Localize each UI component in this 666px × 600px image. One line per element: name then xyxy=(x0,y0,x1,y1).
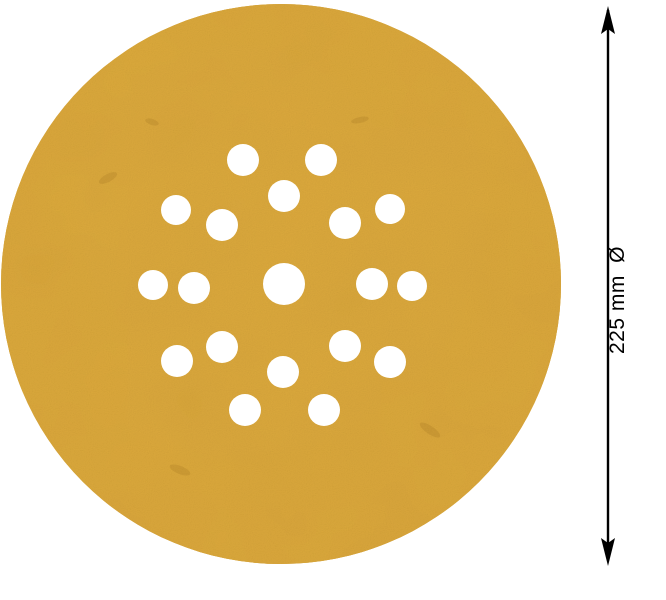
hole xyxy=(329,330,361,362)
sanding-disc-svg xyxy=(1,4,561,564)
hole xyxy=(356,268,388,300)
dimension-arrow-svg xyxy=(601,6,615,566)
hole xyxy=(268,180,300,212)
center-hole xyxy=(263,263,305,305)
hole xyxy=(178,272,210,304)
hole xyxy=(305,144,337,176)
dust-extraction-holes xyxy=(138,144,427,426)
hole xyxy=(375,194,405,224)
hole xyxy=(206,209,238,241)
hole xyxy=(267,356,299,388)
hole xyxy=(138,270,168,300)
hole xyxy=(229,394,261,426)
hole xyxy=(397,271,427,301)
hole xyxy=(161,195,191,225)
dimension-arrow-head-top xyxy=(601,6,615,34)
sanding-disc-figure xyxy=(1,4,561,564)
disc-surface-marks xyxy=(98,116,441,476)
hole xyxy=(329,207,361,239)
hole xyxy=(308,394,340,426)
hole xyxy=(227,144,259,176)
dimension-arrow-head-bottom xyxy=(601,538,615,566)
hole xyxy=(206,331,238,363)
hole xyxy=(374,346,406,378)
hole xyxy=(161,345,193,377)
diameter-dimension-annotation: 225 mm Ø xyxy=(580,0,666,600)
